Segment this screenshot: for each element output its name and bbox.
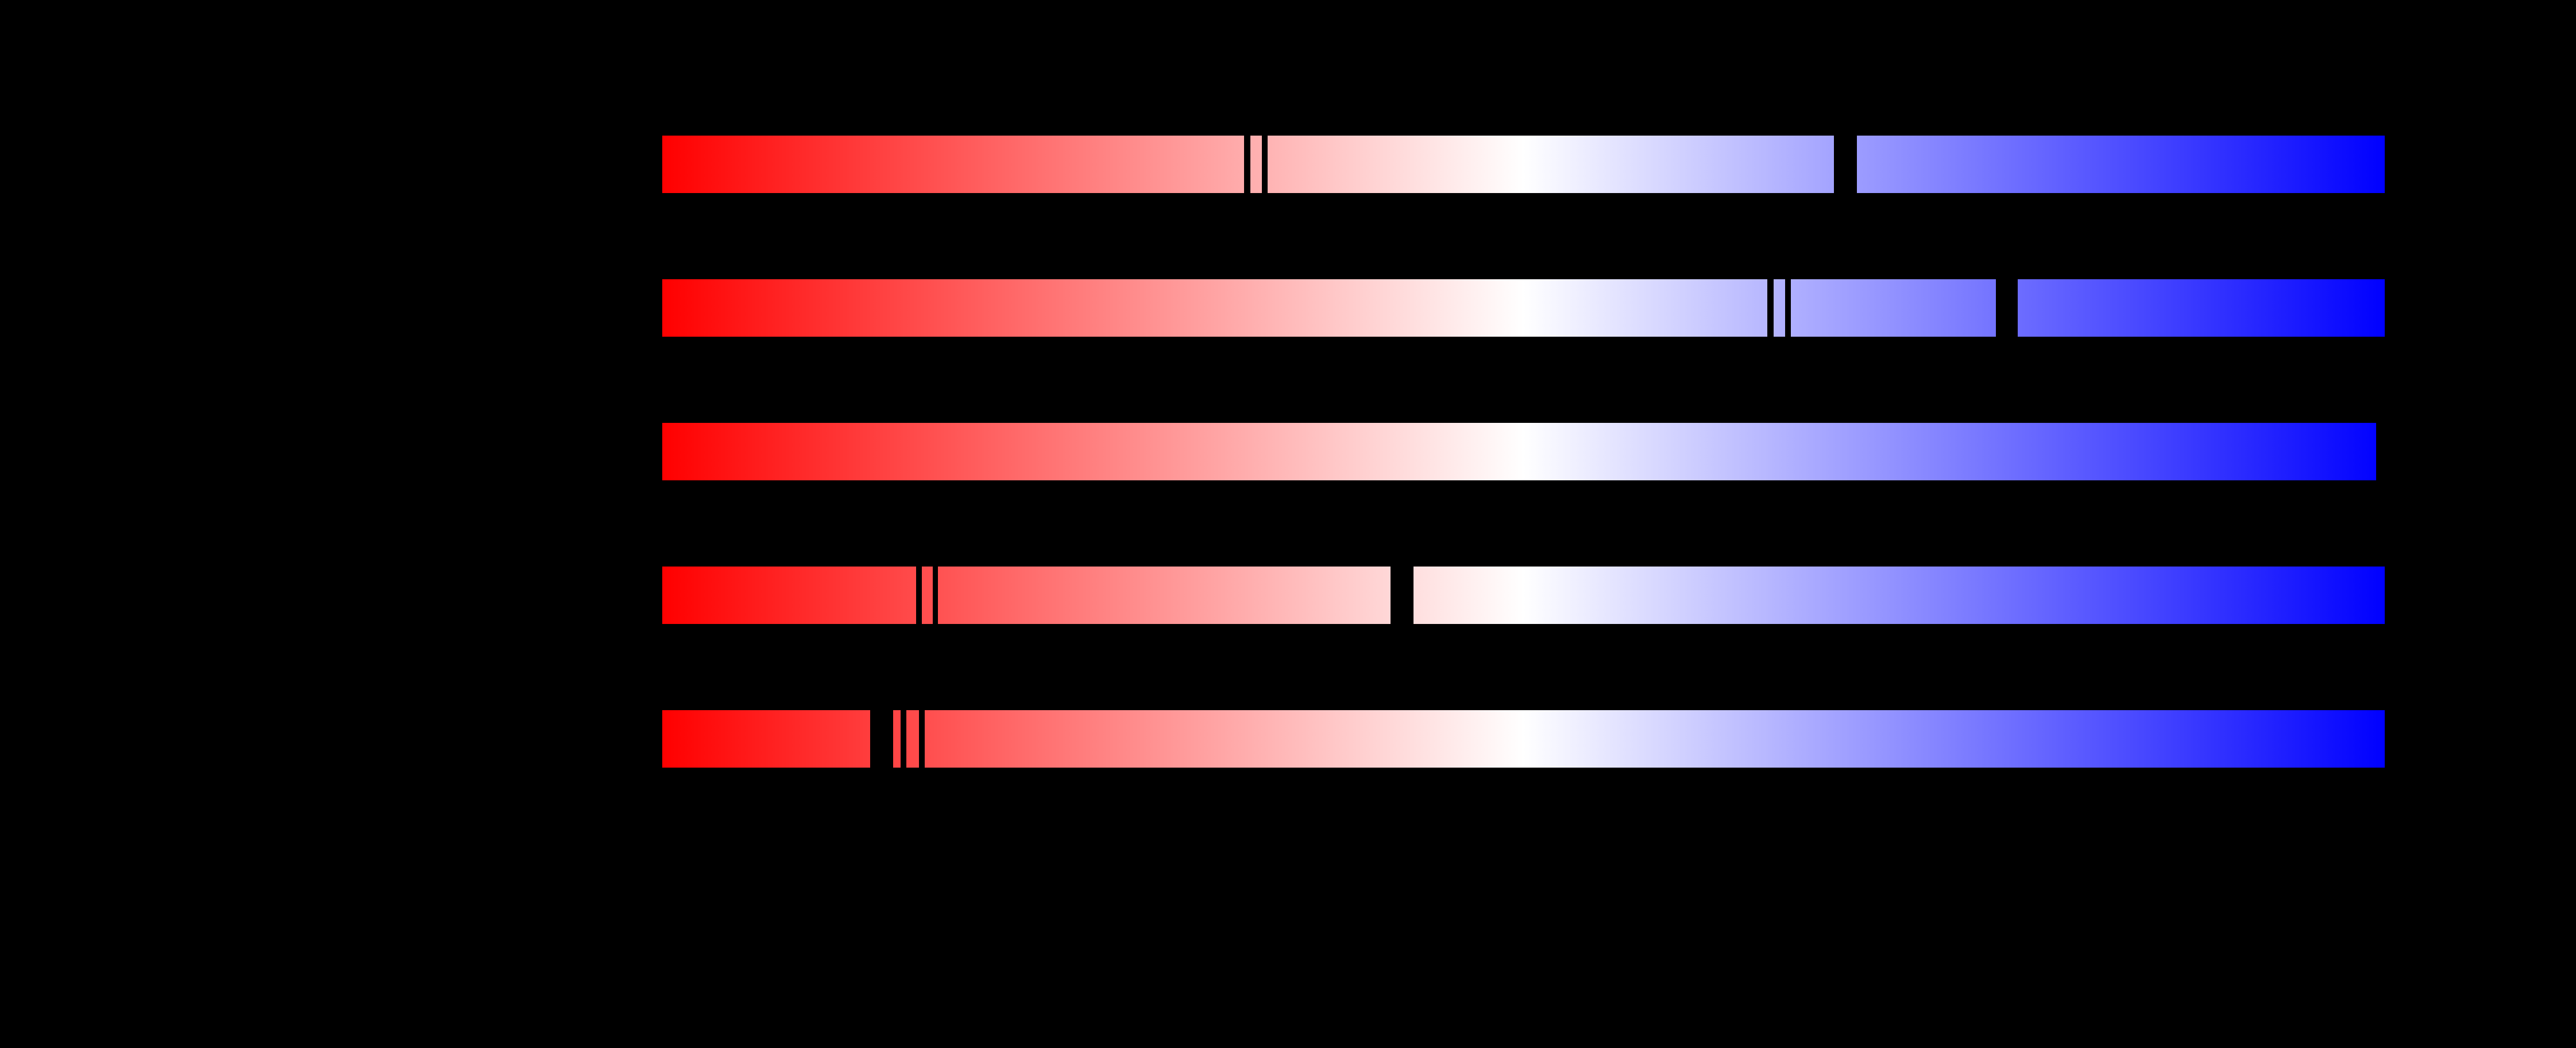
gradient-bar-row-2 <box>662 279 2385 337</box>
bar-gap <box>916 567 922 624</box>
gradient-bar-row-5 <box>662 710 2385 768</box>
bar-gap <box>2376 423 2385 480</box>
bar-gap <box>1244 136 1250 193</box>
bar-gap <box>1262 136 1268 193</box>
gradient-bar-row-4 <box>662 567 2385 624</box>
bar-gap <box>1834 136 1857 193</box>
bar-gap <box>1391 567 1413 624</box>
gradient-bar-row-3 <box>662 423 2385 480</box>
bar-gap <box>870 710 893 768</box>
bar-gap <box>919 710 925 768</box>
bar-gap <box>901 710 906 768</box>
bar-gap <box>933 567 938 624</box>
gradient-bar-row-1 <box>662 136 2385 193</box>
bar-gap <box>1996 279 2018 337</box>
bar-gap <box>1767 279 1774 337</box>
bar-gap <box>1785 279 1791 337</box>
